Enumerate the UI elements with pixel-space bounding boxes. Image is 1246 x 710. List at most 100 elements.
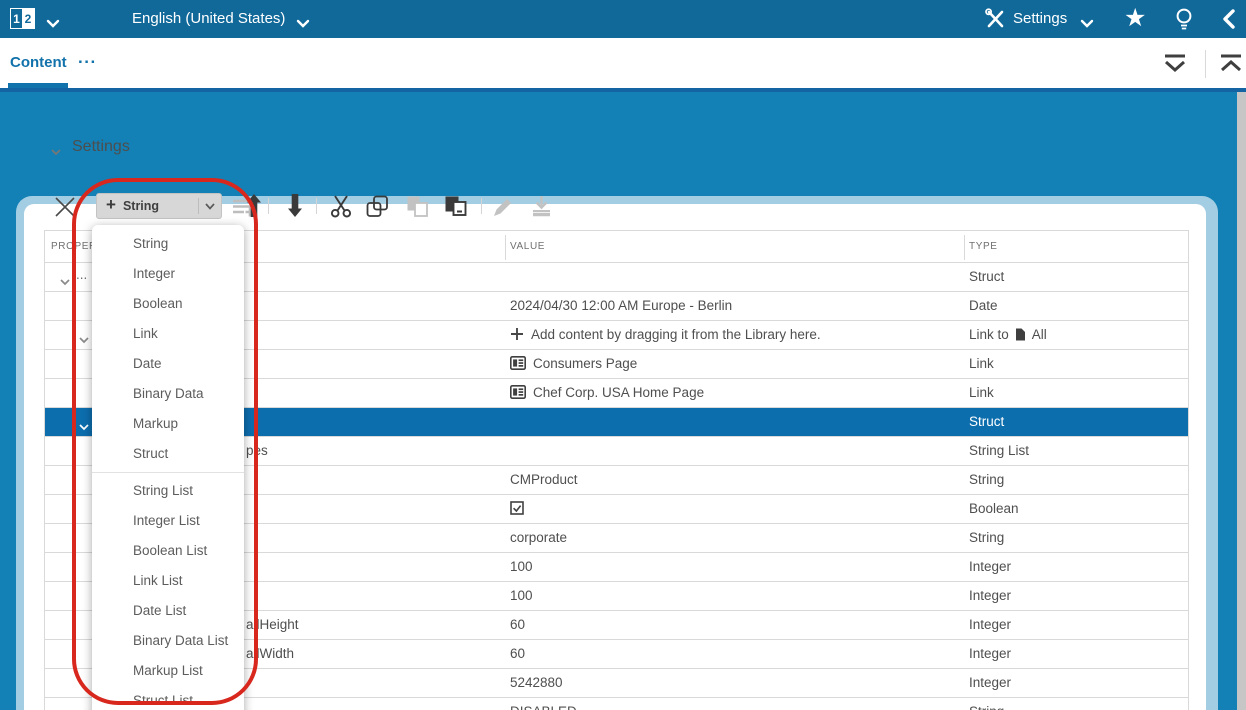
move-down-icon[interactable] bbox=[287, 193, 303, 223]
plus-icon: + bbox=[106, 195, 116, 214]
remove-property-icon[interactable] bbox=[54, 196, 76, 223]
type-text: Struct bbox=[969, 269, 1005, 284]
value-cell: 5242880 bbox=[510, 675, 563, 690]
row-expand-chevron-icon[interactable] bbox=[79, 419, 89, 434]
cut-icon[interactable] bbox=[329, 195, 353, 223]
value-text: corporate bbox=[510, 530, 568, 545]
type-menu-item[interactable]: Link bbox=[133, 326, 158, 341]
value-text: 60 bbox=[510, 617, 526, 632]
page-icon bbox=[510, 356, 526, 370]
type-menu-item[interactable]: Binary Data bbox=[133, 386, 204, 401]
type-menu-item[interactable]: Date List bbox=[133, 603, 187, 618]
row-expand-chevron-icon[interactable] bbox=[79, 332, 89, 347]
column-header-type[interactable]: TYPE bbox=[969, 241, 998, 252]
tools-icon[interactable] bbox=[984, 8, 1006, 35]
type-cell: Boolean bbox=[969, 501, 1019, 516]
property-name-fragment: ailHeight bbox=[246, 617, 299, 632]
type-menu-item[interactable]: Integer List bbox=[133, 513, 200, 528]
lightbulb-icon[interactable] bbox=[1174, 7, 1194, 37]
struct-toolbar: + String bbox=[0, 190, 1246, 222]
favorites-star-icon[interactable]: ★ bbox=[1124, 3, 1147, 32]
top-bar: 1 2 English (United States) Settings ★ bbox=[0, 0, 1246, 38]
site-badge-left: 1 bbox=[13, 11, 20, 26]
paste-icon[interactable] bbox=[406, 195, 429, 223]
settings-chevron-down-icon[interactable] bbox=[1080, 15, 1094, 33]
column-separator[interactable] bbox=[964, 235, 965, 260]
column-header-value[interactable]: VALUE bbox=[510, 241, 546, 252]
type-cell: Link bbox=[969, 356, 994, 371]
collapsed-panel-strip[interactable] bbox=[1237, 92, 1246, 710]
property-name: ... bbox=[76, 267, 88, 282]
type-menu-item[interactable]: Struct bbox=[133, 446, 169, 461]
add-property-chevron-down-icon[interactable] bbox=[199, 197, 221, 215]
column-header-property[interactable]: PROPERTY bbox=[51, 241, 111, 252]
value-text: Add content by dragging it from the Libr… bbox=[531, 327, 821, 342]
edit-pencil-icon[interactable] bbox=[492, 195, 515, 223]
locale-chevron-down-icon[interactable] bbox=[296, 15, 310, 33]
type-cell: Date bbox=[969, 298, 998, 313]
locale-selector[interactable]: English (United States) bbox=[132, 10, 286, 27]
toolbar-separator bbox=[316, 198, 317, 214]
type-text: String bbox=[969, 704, 1004, 710]
panel-title: Settings bbox=[72, 138, 130, 155]
row-expand-chevron-icon[interactable] bbox=[60, 274, 70, 289]
copy-icon[interactable] bbox=[366, 195, 389, 223]
value-cell[interactable] bbox=[510, 501, 531, 516]
value-cell: 100 bbox=[510, 588, 533, 603]
panel-collapse-chevron-icon[interactable] bbox=[50, 143, 62, 161]
type-menu-item[interactable]: Integer bbox=[133, 266, 176, 281]
type-menu-item[interactable]: Markup List bbox=[133, 663, 203, 678]
type-menu-item[interactable]: Boolean bbox=[133, 296, 183, 311]
settings-menu[interactable]: Settings bbox=[1013, 10, 1068, 27]
tabstrip-separator bbox=[1205, 50, 1206, 78]
column-separator[interactable] bbox=[505, 235, 506, 260]
paste-all-icon[interactable] bbox=[444, 195, 469, 223]
tab-content[interactable]: Content bbox=[10, 54, 67, 71]
page-icon bbox=[510, 385, 526, 399]
tab-overflow-menu[interactable]: ... bbox=[78, 48, 97, 67]
value-text: 5242880 bbox=[510, 675, 563, 690]
add-property-button[interactable]: + String bbox=[96, 193, 222, 219]
active-tab-underline bbox=[8, 83, 68, 88]
type-menu-item[interactable]: Boolean List bbox=[133, 543, 208, 558]
move-up-icon[interactable] bbox=[246, 193, 262, 223]
collapse-left-chevron-icon[interactable] bbox=[1222, 9, 1235, 34]
property-name-fragment: pes bbox=[246, 443, 268, 458]
type-menu-item[interactable]: Date bbox=[133, 356, 162, 371]
type-cell: Integer bbox=[969, 588, 1011, 603]
value-cell: 60 bbox=[510, 617, 525, 632]
type-text: Link to bbox=[969, 327, 1009, 342]
type-menu-item[interactable]: Link List bbox=[133, 573, 183, 588]
checkbox-checked-icon[interactable] bbox=[510, 501, 524, 515]
type-cell: String bbox=[969, 704, 1004, 710]
value-text: Consumers Page bbox=[533, 356, 638, 371]
type-menu-item[interactable]: String List bbox=[133, 483, 194, 498]
value-cell: corporate bbox=[510, 530, 567, 545]
value-cell: 60 bbox=[510, 646, 525, 661]
property-type-menu: String Integer Boolean Link Date Binary Data M… bbox=[92, 225, 244, 710]
import-download-icon[interactable] bbox=[530, 195, 553, 223]
collapse-panel-down-icon[interactable] bbox=[1162, 53, 1188, 80]
menu-separator bbox=[92, 472, 244, 473]
site-chevron-down-icon[interactable] bbox=[46, 15, 60, 33]
type-text: Integer bbox=[969, 646, 1012, 661]
type-cell: Link bbox=[969, 385, 994, 400]
type-text: Link bbox=[969, 356, 994, 371]
type-menu-item[interactable]: Struct List bbox=[133, 693, 194, 708]
site-badge-icon[interactable]: 1 2 bbox=[10, 8, 35, 29]
collapse-panel-up-icon[interactable] bbox=[1218, 53, 1244, 80]
type-menu-item[interactable]: Markup bbox=[133, 416, 179, 431]
type-text: Integer bbox=[969, 588, 1012, 603]
type-text: Integer bbox=[969, 675, 1012, 690]
value-text: DISABLED bbox=[510, 704, 577, 710]
content-doc-icon bbox=[1015, 328, 1025, 341]
tab-strip: Content ... bbox=[0, 38, 1246, 88]
type-cell: Integer bbox=[969, 675, 1011, 690]
type-cell: String bbox=[969, 530, 1004, 545]
grid-header: PROPERTY VALUE TYPE bbox=[45, 230, 1188, 263]
grid-row[interactable]: DISABLED String bbox=[45, 698, 1188, 710]
value-cell: 2024/04/30 12:00 AM Europe - Berlin bbox=[510, 298, 732, 313]
type-menu-item[interactable]: String bbox=[133, 236, 169, 251]
type-menu-item[interactable]: Binary Data List bbox=[133, 633, 229, 648]
